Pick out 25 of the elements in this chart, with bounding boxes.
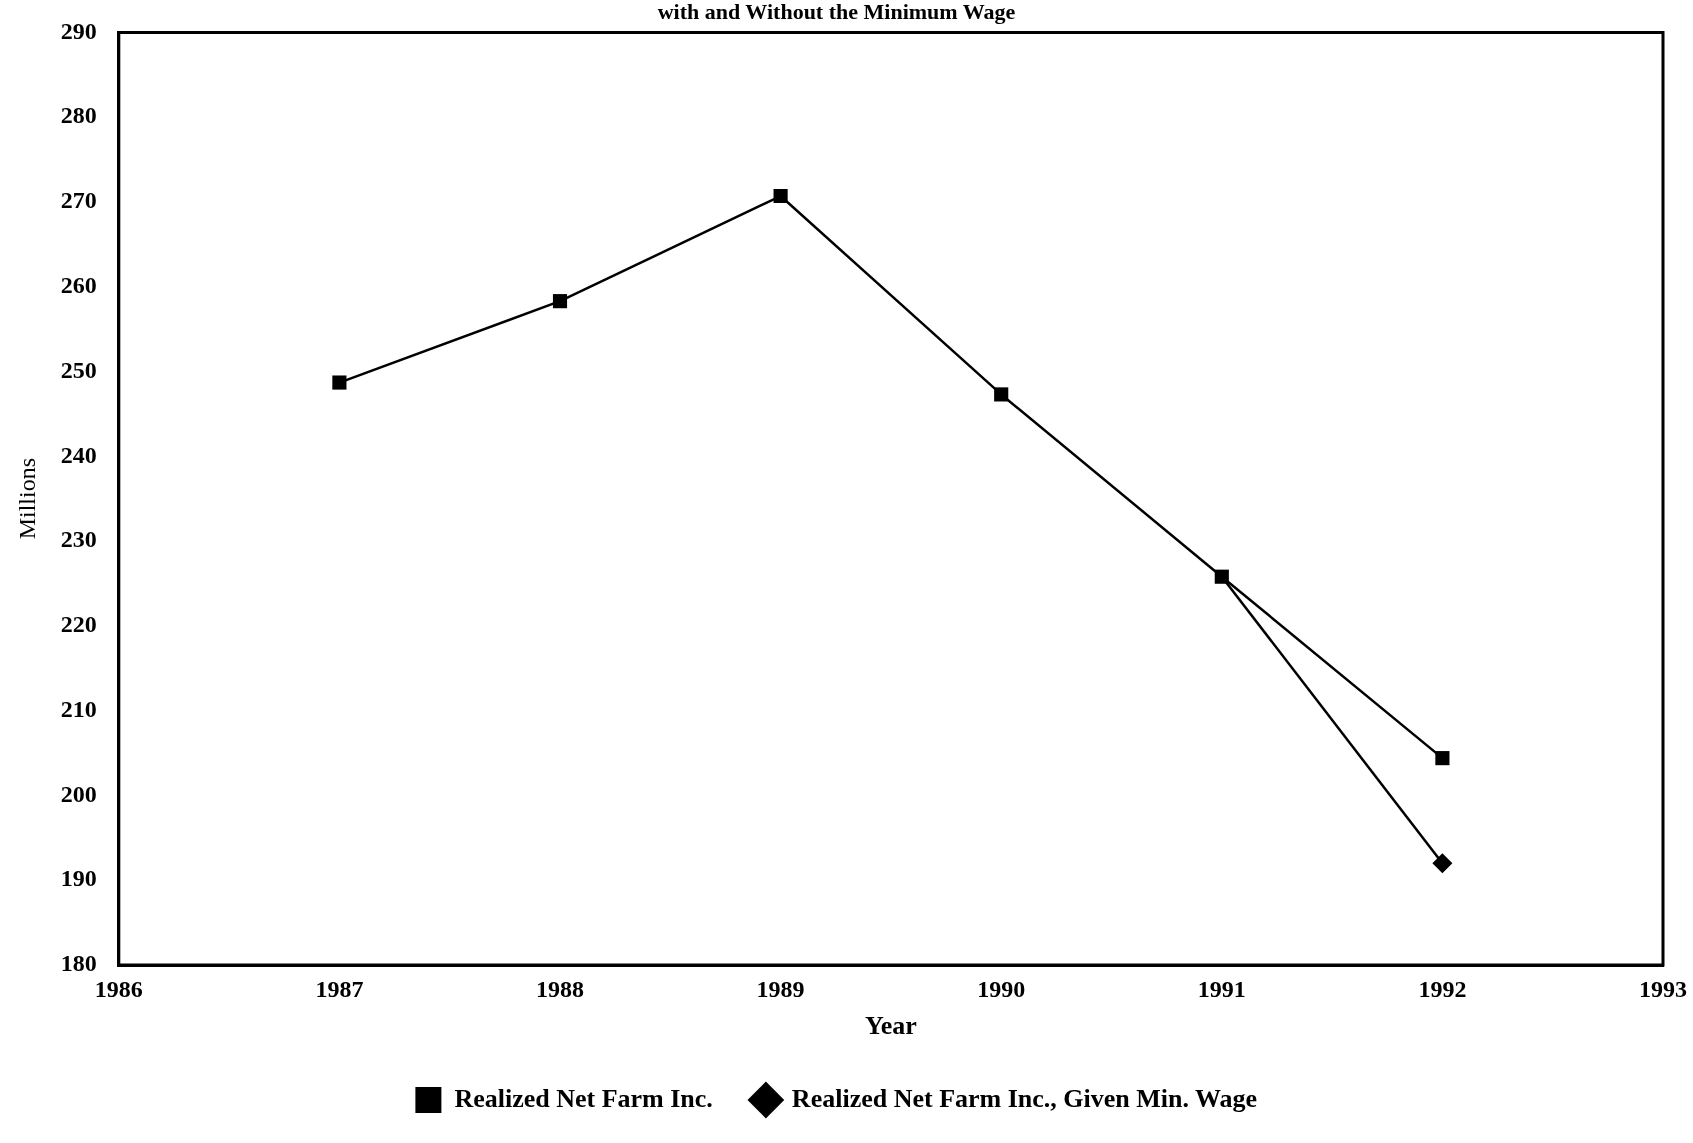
x-tick-label: 1992 xyxy=(1418,975,1467,1002)
x-tick-label: 1989 xyxy=(756,975,805,1002)
y-tick-label: 210 xyxy=(60,695,97,722)
y-tick-label: 290 xyxy=(60,17,97,44)
y-tick-label: 250 xyxy=(60,356,97,383)
y-tick-label: 260 xyxy=(60,271,97,298)
y-tick-label: 230 xyxy=(60,526,97,553)
y-tick-label: 280 xyxy=(60,102,97,129)
x-tick-label: 1990 xyxy=(977,975,1026,1002)
x-tick-label: 1993 xyxy=(1639,975,1687,1002)
y-tick-label: 220 xyxy=(60,611,97,638)
y-tick-label: 200 xyxy=(60,780,97,807)
legend-label: Realized Net Farm Inc. xyxy=(454,1083,713,1113)
y-tick-label: 240 xyxy=(60,441,97,468)
legend-label: Realized Net Farm Inc., Given Min. Wage xyxy=(791,1083,1258,1113)
x-tick-label: 1988 xyxy=(536,975,584,1002)
x-tick-label: 1986 xyxy=(94,975,143,1002)
x-axis-title: Year xyxy=(864,1011,917,1041)
y-tick-label: 270 xyxy=(60,187,97,214)
chart-title: with and Without the Minimum Wage xyxy=(657,0,1016,24)
x-tick-label: 1991 xyxy=(1197,975,1246,1002)
y-axis-title: Millions xyxy=(13,458,40,540)
y-tick-label: 190 xyxy=(60,865,97,892)
x-tick-label: 1987 xyxy=(315,975,364,1002)
y-tick-label: 180 xyxy=(60,950,97,977)
